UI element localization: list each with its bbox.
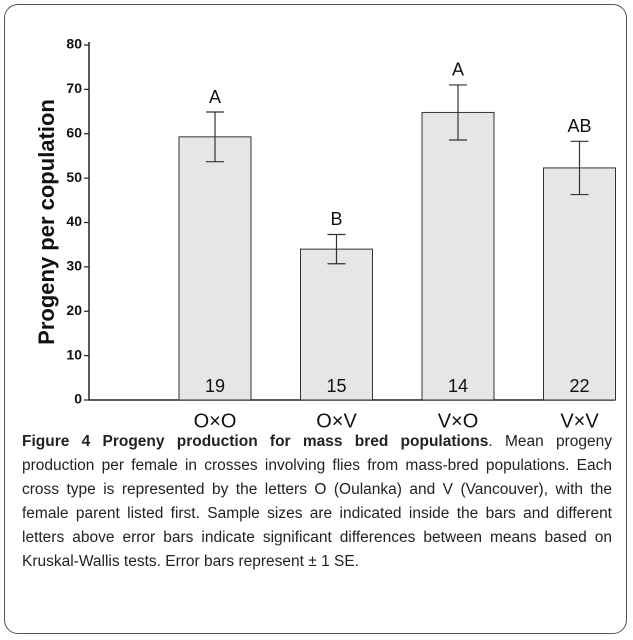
y-tick-label: 10 bbox=[66, 346, 82, 362]
y-tick-label: 50 bbox=[66, 169, 82, 185]
sample-size: 19 bbox=[205, 376, 225, 396]
y-tick-label: 60 bbox=[66, 124, 82, 140]
bar bbox=[300, 248, 373, 401]
caption-label: Figure 4 bbox=[22, 433, 91, 450]
sample-size: 22 bbox=[569, 376, 589, 396]
significance-letter: A bbox=[209, 87, 221, 107]
y-tick-label: 20 bbox=[66, 302, 82, 318]
y-tick-label: 80 bbox=[66, 36, 82, 52]
significance-letter: A bbox=[452, 60, 464, 80]
significance-letter: B bbox=[330, 209, 342, 229]
y-axis-label: Progeny per copulation bbox=[34, 99, 59, 345]
caption-text: . Mean progeny production per female in … bbox=[22, 433, 612, 570]
chart: Progeny per copulation 0 10 20 30 40 50 60 70 80… bbox=[34, 36, 616, 430]
y-tick-label: 0 bbox=[74, 391, 82, 407]
error-bar bbox=[449, 84, 467, 141]
x-tick-label: O×V bbox=[316, 410, 357, 430]
sample-size: 15 bbox=[326, 376, 346, 396]
x-tick-label: V×O bbox=[438, 410, 479, 430]
error-bar bbox=[570, 140, 589, 196]
error-bar bbox=[327, 233, 346, 265]
bar bbox=[178, 136, 252, 401]
y-tick-label: 40 bbox=[66, 213, 82, 229]
bar bbox=[421, 111, 495, 401]
x-tick-label: V×V bbox=[560, 410, 599, 430]
y-tick-label: 30 bbox=[66, 258, 82, 274]
figure-frame bbox=[4, 4, 627, 634]
bar bbox=[543, 167, 616, 401]
error-bar bbox=[206, 111, 224, 163]
x-tick-label: O×O bbox=[194, 410, 237, 430]
caption-title: Progeny production for mass bred populat… bbox=[102, 433, 489, 450]
sample-size: 14 bbox=[448, 376, 468, 396]
caption: Figure 4 Progeny production for mass bre… bbox=[22, 430, 612, 574]
y-tick-label: 70 bbox=[66, 80, 82, 96]
significance-letter: AB bbox=[567, 116, 591, 136]
